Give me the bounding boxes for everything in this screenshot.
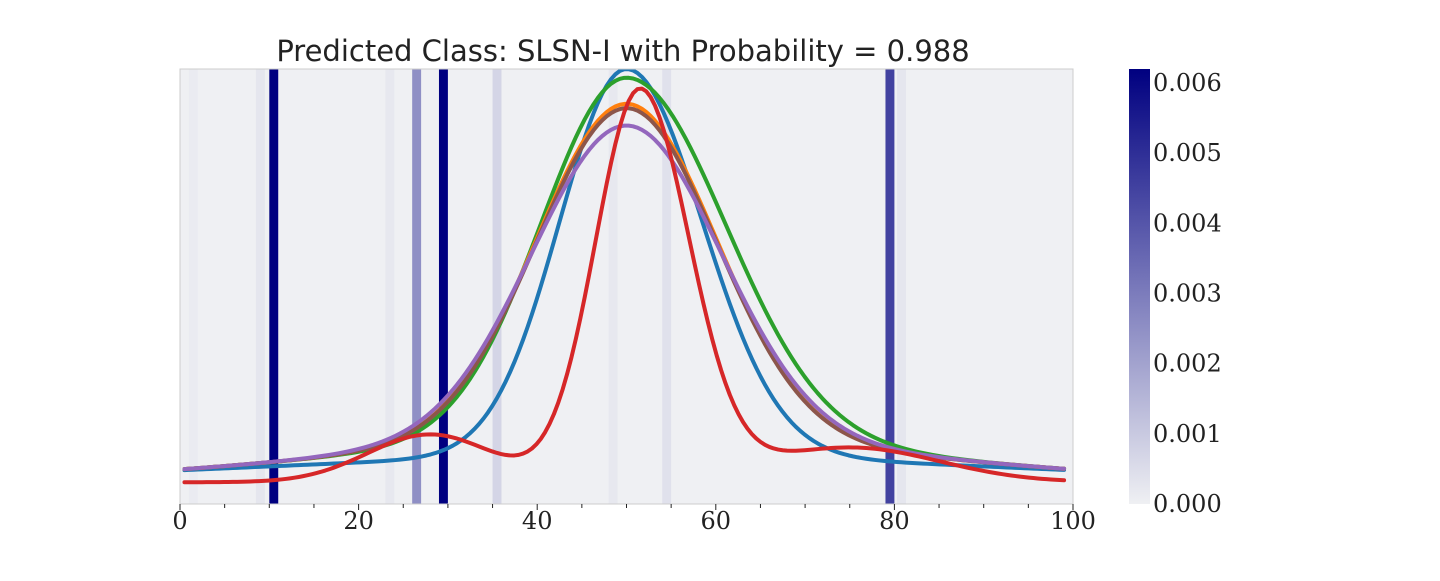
x-tick-label: 100 xyxy=(1050,507,1096,535)
attention-band xyxy=(269,69,279,504)
attention-bands xyxy=(188,69,907,504)
attention-band xyxy=(885,69,895,504)
colorbar xyxy=(1129,69,1150,504)
series-line xyxy=(182,123,1067,472)
colorbar-tick-label: 0.003 xyxy=(1153,280,1222,308)
attention-band xyxy=(188,69,198,504)
series-line xyxy=(182,86,1067,485)
colorbar-tick-label: 0.004 xyxy=(1153,209,1222,237)
x-tick-label: 20 xyxy=(343,507,374,535)
plot-background xyxy=(180,69,1073,504)
colorbar-tick-label: 0.005 xyxy=(1153,139,1222,167)
attention-band xyxy=(897,69,907,504)
x-tick-label: 0 xyxy=(172,507,187,535)
attention-band xyxy=(412,69,422,504)
attention-band xyxy=(662,69,672,504)
attention-band xyxy=(385,69,395,504)
attention-band xyxy=(438,69,448,504)
x-tick-label: 80 xyxy=(879,507,910,535)
attention-band xyxy=(255,69,265,504)
colorbar-tick-label: 0.000 xyxy=(1153,490,1222,518)
colorbar-tick-label: 0.006 xyxy=(1153,69,1222,97)
attention-band xyxy=(608,69,618,504)
x-tick-label: 40 xyxy=(522,507,553,535)
colorbar-tick-label: 0.001 xyxy=(1153,420,1222,448)
x-tick-label: 60 xyxy=(701,507,732,535)
x-axis: 0 20 40 60 80 100 xyxy=(172,504,1096,535)
colorbar-tick-label: 0.002 xyxy=(1153,350,1222,378)
chart-title: Predicted Class: SLSN-I with Probability… xyxy=(276,34,969,68)
attention-band xyxy=(492,69,502,504)
colorbar-ticks: 0.000 0.001 0.002 0.003 0.004 0.005 0.006 xyxy=(1153,69,1222,518)
